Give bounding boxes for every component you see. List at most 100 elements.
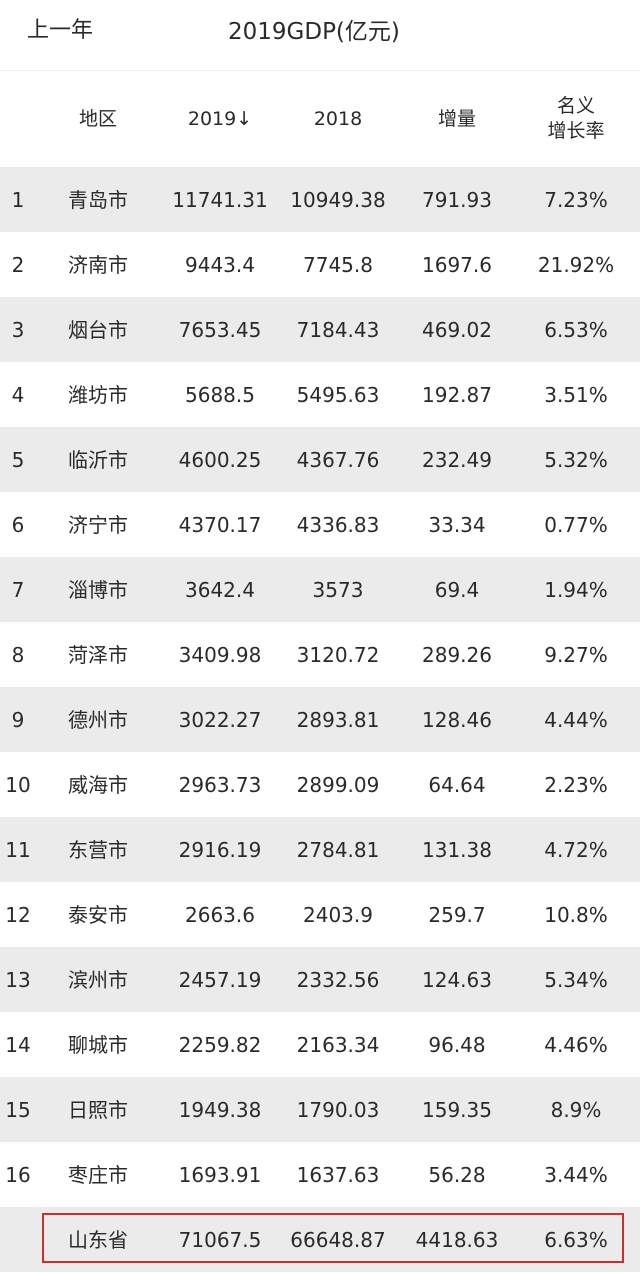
- table-row: 4 潍坊市 5688.5 5495.63 192.87 3.51%: [0, 362, 640, 427]
- col-increase[interactable]: 增量: [437, 107, 477, 130]
- cell-2018: 66648.87: [290, 1227, 386, 1252]
- table-row: 8 菏泽市 3409.98 3120.72 289.26 9.27%: [0, 622, 640, 687]
- cell-rank: 1: [11, 187, 25, 212]
- cell-increase: 259.7: [428, 902, 486, 927]
- cell-increase: 791.93: [422, 187, 492, 212]
- cell-region: 山东省: [68, 1227, 128, 1252]
- table-row: 14 聊城市 2259.82 2163.34 96.48 4.46%: [0, 1012, 640, 1077]
- cell-rate: 4.72%: [544, 837, 608, 862]
- top-bar: 上一年 2019GDP(亿元): [0, 0, 640, 71]
- cell-rate: 6.63%: [544, 1227, 608, 1252]
- cell-rank: 4: [11, 382, 25, 407]
- cell-rate: 4.46%: [544, 1032, 608, 1057]
- cell-2018: 1637.63: [296, 1162, 380, 1187]
- cell-rate: 2.23%: [544, 772, 608, 797]
- table-row: 3 烟台市 7653.45 7184.43 469.02 6.53%: [0, 297, 640, 362]
- cell-increase: 4418.63: [415, 1227, 499, 1252]
- cell-region: 枣庄市: [68, 1162, 128, 1187]
- table-row: 16 枣庄市 1693.91 1637.63 56.28 3.44%: [0, 1142, 640, 1207]
- cell-region: 东营市: [68, 837, 128, 862]
- cell-increase: 69.4: [434, 577, 480, 602]
- cell-increase: 232.49: [422, 447, 492, 472]
- cell-2019: 71067.5: [178, 1227, 262, 1252]
- col-rate-line1: 名义: [556, 95, 596, 118]
- cell-rate: 4.44%: [544, 707, 608, 732]
- col-rate[interactable]: 名义 增长率: [547, 94, 604, 143]
- cell-region: 潍坊市: [68, 382, 128, 407]
- cell-rank: 12: [5, 902, 31, 927]
- cell-increase: 469.02: [422, 317, 492, 342]
- cell-increase: 128.46: [422, 707, 492, 732]
- cell-region: 青岛市: [68, 187, 128, 212]
- cell-2019: 2916.19: [178, 837, 262, 862]
- cell-2018: 3573: [312, 577, 364, 602]
- cell-region: 泰安市: [68, 902, 128, 927]
- cell-region: 威海市: [68, 772, 128, 797]
- cell-rate: 8.9%: [550, 1097, 602, 1122]
- prev-year-button[interactable]: 上一年: [27, 18, 94, 43]
- cell-rate: 3.44%: [544, 1162, 608, 1187]
- col-2019-sorted[interactable]: 2019↓: [187, 107, 253, 130]
- table-row: 6 济宁市 4370.17 4336.83 33.34 0.77%: [0, 492, 640, 557]
- cell-2019: 9443.4: [185, 252, 255, 277]
- cell-increase: 64.64: [428, 772, 486, 797]
- cell-2019: 7653.45: [178, 317, 262, 342]
- table-row: 2 济南市 9443.4 7745.8 1697.6 21.92%: [0, 232, 640, 297]
- cell-rate: 7.23%: [544, 187, 608, 212]
- total-highlight-box: [42, 1213, 624, 1263]
- total-row: 山东省 71067.5 66648.87 4418.63 6.63%: [0, 1207, 640, 1272]
- cell-rate: 3.51%: [544, 382, 608, 407]
- cell-increase: 1697.6: [422, 252, 492, 277]
- cell-rank: 14: [5, 1032, 31, 1057]
- cell-2019: 3409.98: [178, 642, 262, 667]
- cell-2019: 2963.73: [178, 772, 262, 797]
- cell-2019: 5688.5: [185, 382, 255, 407]
- cell-region: 日照市: [68, 1097, 128, 1122]
- cell-rate: 0.77%: [544, 512, 608, 537]
- cell-rank: 11: [5, 837, 31, 862]
- cell-rank: 9: [11, 707, 25, 732]
- col-rate-line2: 增长率: [547, 120, 605, 142]
- cell-increase: 159.35: [422, 1097, 492, 1122]
- cell-2019: 3642.4: [185, 577, 255, 602]
- col-region[interactable]: 地区: [78, 107, 118, 130]
- cell-rate: 6.53%: [544, 317, 608, 342]
- cell-rate: 10.8%: [544, 902, 608, 927]
- cell-2019: 3022.27: [178, 707, 262, 732]
- cell-rate: 9.27%: [544, 642, 608, 667]
- cell-rate: 5.34%: [544, 967, 608, 992]
- cell-2019: 11741.31: [172, 187, 268, 212]
- table-row: 10 威海市 2963.73 2899.09 64.64 2.23%: [0, 752, 640, 817]
- cell-region: 烟台市: [68, 317, 128, 342]
- cell-rate: 5.32%: [544, 447, 608, 472]
- cell-2019: 2663.6: [185, 902, 255, 927]
- table-header: 地区 2019↓ 2018 增量 名义 增长率: [0, 71, 640, 167]
- cell-rank: 13: [5, 967, 31, 992]
- cell-rate: 1.94%: [544, 577, 608, 602]
- cell-2018: 4336.83: [296, 512, 380, 537]
- cell-2018: 1790.03: [296, 1097, 380, 1122]
- col-2018[interactable]: 2018: [313, 107, 363, 130]
- cell-2019: 1693.91: [178, 1162, 262, 1187]
- cell-region: 淄博市: [68, 577, 128, 602]
- cell-rank: 15: [5, 1097, 31, 1122]
- cell-rate: 21.92%: [537, 252, 615, 277]
- cell-increase: 33.34: [428, 512, 486, 537]
- cell-2019: 1949.38: [178, 1097, 262, 1122]
- cell-increase: 289.26: [422, 642, 492, 667]
- cell-2019: 2259.82: [178, 1032, 262, 1057]
- cell-region: 临沂市: [68, 447, 128, 472]
- cell-2018: 5495.63: [296, 382, 380, 407]
- cell-2018: 2784.81: [296, 837, 380, 862]
- cell-2018: 2403.9: [303, 902, 373, 927]
- cell-increase: 192.87: [422, 382, 492, 407]
- cell-2018: 2893.81: [296, 707, 380, 732]
- cell-region: 济宁市: [68, 512, 128, 537]
- cell-rank: 10: [5, 772, 31, 797]
- cell-2018: 7184.43: [296, 317, 380, 342]
- cell-increase: 96.48: [428, 1032, 486, 1057]
- cell-2018: 10949.38: [290, 187, 386, 212]
- cell-region: 济南市: [68, 252, 128, 277]
- cell-rank: 6: [11, 512, 25, 537]
- cell-region: 聊城市: [68, 1032, 128, 1057]
